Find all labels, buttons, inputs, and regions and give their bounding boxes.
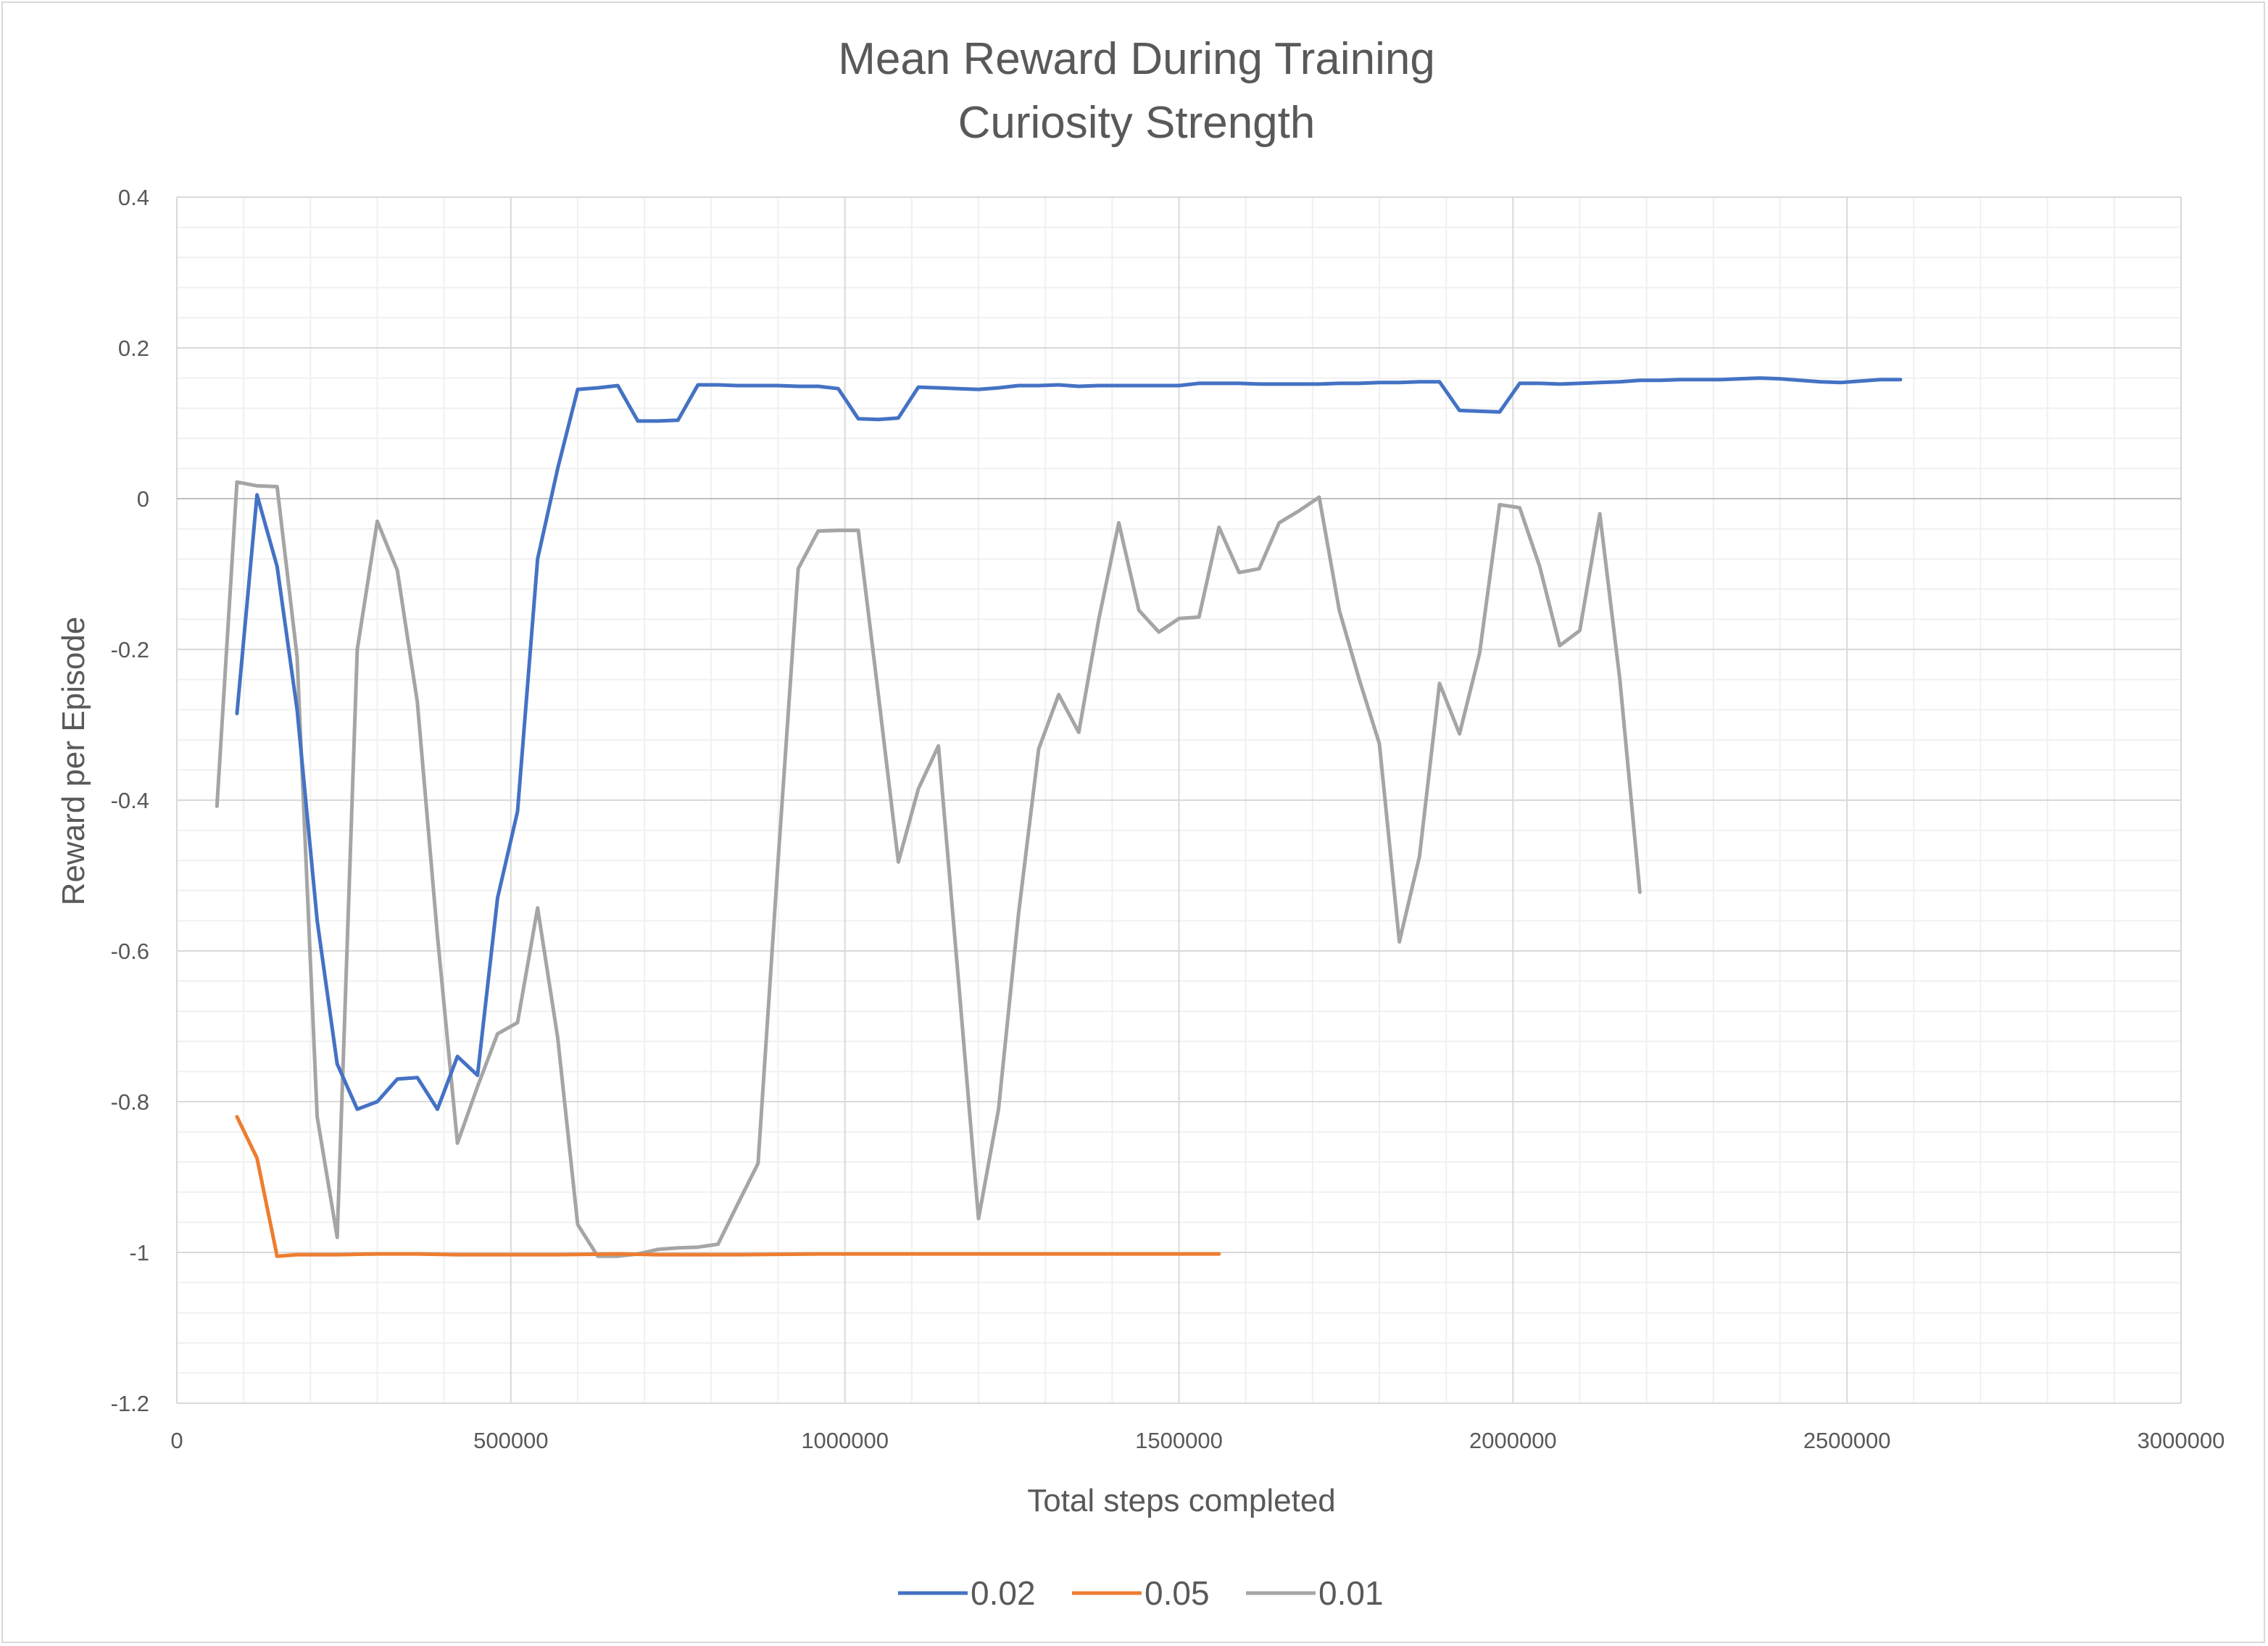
- x-axis-title: Total steps completed: [1027, 1483, 1336, 1518]
- x-tick-label: 1500000: [1135, 1428, 1223, 1453]
- chart-title: Mean Reward During Training: [838, 34, 1435, 84]
- x-tick-label: 2500000: [1803, 1428, 1891, 1453]
- series-line-0.01: [215, 480, 1642, 1258]
- legend: 0.02 0.05 0.01: [898, 1574, 1384, 1612]
- y-tick-label: 0.4: [118, 185, 149, 210]
- line-chart: 0.4 0.2 0 -0.2 -0.4 -0.6 -0.8 -1 -1.2 0 500000 100…: [56, 34, 2225, 1612]
- y-tick-label: 0.2: [118, 336, 149, 361]
- y-tick-label: -1.2: [111, 1391, 149, 1416]
- major-gridlines: [176, 196, 2182, 1404]
- chart-subtitle: Curiosity Strength: [958, 98, 1316, 148]
- x-axis-ticks: 0 500000 1000000 1500000 2000000 2500000 30000…: [170, 1428, 2225, 1453]
- y-tick-label: -0.6: [111, 939, 149, 964]
- y-tick-label: -0.2: [111, 637, 149, 662]
- y-axis-ticks: 0.4 0.2 0 -0.2 -0.4 -0.6 -0.8 -1 -1.2: [111, 185, 149, 1416]
- y-tick-label: -1: [129, 1240, 149, 1265]
- series-line-0.05: [235, 1115, 1221, 1258]
- x-tick-label: 1000000: [801, 1428, 889, 1453]
- x-tick-label: 3000000: [2138, 1428, 2225, 1453]
- x-tick-label: 500000: [473, 1428, 548, 1453]
- series-lines: [215, 376, 1903, 1258]
- y-tick-label: 0: [137, 486, 149, 512]
- x-tick-label: 2000000: [1469, 1428, 1557, 1453]
- y-tick-label: -0.8: [111, 1089, 149, 1115]
- legend-label: 0.01: [1318, 1574, 1384, 1612]
- y-tick-label: -0.4: [111, 788, 149, 813]
- legend-label: 0.02: [971, 1574, 1036, 1612]
- legend-label: 0.05: [1145, 1574, 1210, 1612]
- x-tick-label: 0: [170, 1428, 183, 1453]
- series-line-0.02: [235, 376, 1903, 1111]
- y-axis-title: Reward per Episode: [56, 617, 91, 906]
